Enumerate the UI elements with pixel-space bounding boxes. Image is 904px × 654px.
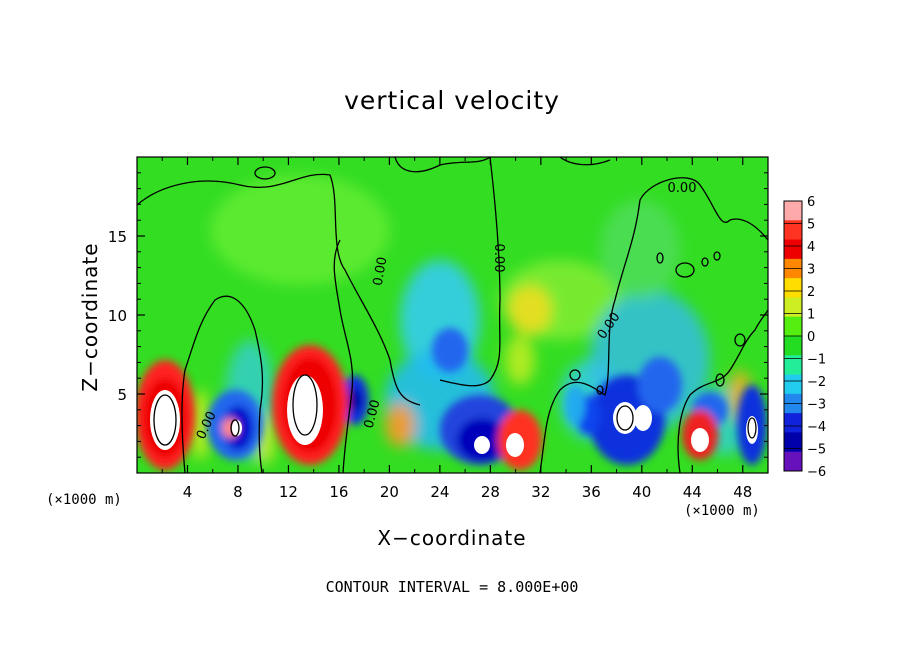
x-tick-label: 40	[632, 483, 651, 501]
colorbar-label: 2	[807, 285, 815, 300]
x-axis-label: X−coordinate	[377, 526, 527, 550]
x-tick-label: 32	[531, 483, 550, 501]
colorbar-label: 0	[807, 330, 815, 345]
contour-label: 0.00	[362, 398, 384, 430]
velocity-field	[137, 157, 768, 473]
y-tick-label: 10	[108, 307, 127, 325]
x-tick-label: 36	[582, 483, 601, 501]
colorbar-label: 6	[807, 195, 815, 210]
colorbar-label: −2	[807, 375, 826, 390]
colorbar-label: 4	[807, 240, 815, 255]
chart-title: vertical velocity	[344, 86, 560, 115]
colorbar-label: 1	[807, 308, 815, 323]
y-tick-label: 5	[117, 386, 127, 404]
colorbar-segment	[784, 316, 802, 337]
colorbar-label: −6	[807, 465, 826, 480]
colorbar-segment	[784, 432, 802, 453]
contour-label: 0.00	[668, 181, 697, 196]
colorbar-label: −5	[807, 443, 826, 458]
x-tick-label: 20	[380, 483, 399, 501]
x-tick-label: 48	[733, 483, 752, 501]
colorbar-segment	[784, 239, 802, 260]
colorbar-segment	[784, 278, 802, 298]
contour-interval-note: CONTOUR INTERVAL = 8.000E+00	[325, 578, 579, 596]
colorbar-label: −1	[807, 353, 826, 368]
colorbar-label: −4	[807, 420, 826, 435]
zero-contours	[137, 157, 768, 473]
colorbar-label: −3	[807, 398, 826, 413]
x-tick-label: 8	[233, 483, 243, 501]
colorbar-segment	[784, 336, 802, 356]
contour-label: 0.00	[371, 256, 391, 287]
x-tick-label: 28	[481, 483, 500, 501]
x-unit-label-left: (×1000 m)	[46, 492, 122, 508]
x-tick-label: 12	[279, 483, 298, 501]
colorbar-segment	[784, 297, 802, 318]
x-tick-label: 16	[329, 483, 348, 501]
colorbar-label: 5	[807, 218, 815, 233]
x-unit-label-right: (×1000 m)	[684, 503, 760, 519]
contour-label: 0.00	[491, 244, 506, 273]
y-tick-label: 15	[108, 228, 127, 246]
colorbar: 6 5 4 3 2 1 0 −1 −2 −3 −4 −5 −6	[783, 195, 826, 480]
x-tick-label: 44	[683, 483, 702, 501]
x-ticks: 4 8 12 16 20 24 28 32 36 40 44 48	[161, 157, 752, 501]
colorbar-segment	[784, 220, 802, 241]
colorbar-segment	[784, 413, 802, 433]
x-tick-label: 24	[430, 483, 449, 501]
x-tick-label: 4	[183, 483, 193, 501]
colorbar-segment	[784, 451, 802, 472]
colorbar-label: 3	[807, 263, 815, 278]
colorbar-segment	[784, 374, 802, 395]
colorbar-segment	[784, 355, 802, 376]
colorbar-segment	[784, 201, 802, 221]
y-ticks: 5 10 15	[108, 172, 768, 458]
